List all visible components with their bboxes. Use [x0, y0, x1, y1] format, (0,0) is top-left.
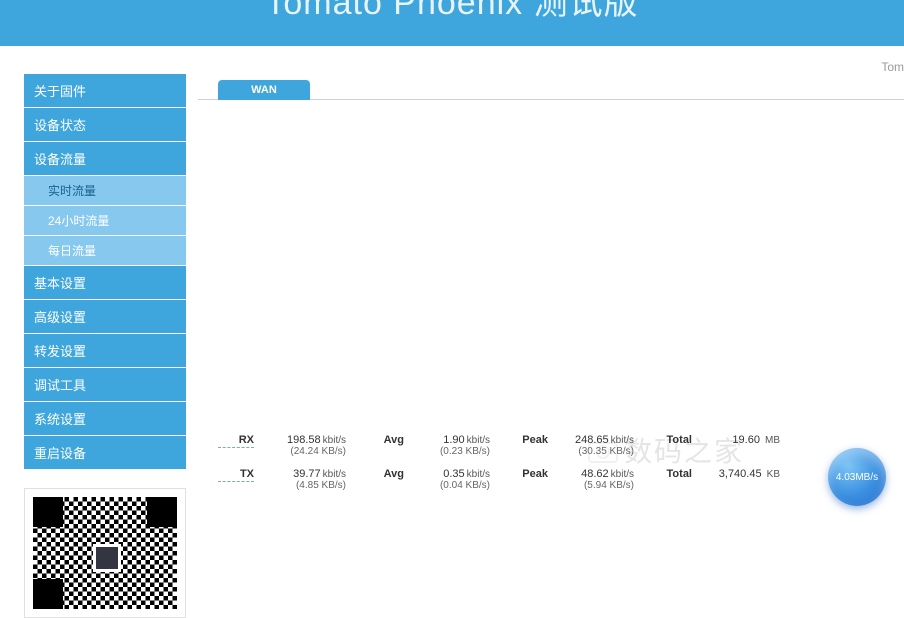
- sidebar-item-system[interactable]: 系统设置: [24, 402, 186, 436]
- sidebar-item-status[interactable]: 设备状态: [24, 108, 186, 142]
- traffic-chart: [218, 100, 894, 422]
- stats-table: RX 198.58kbit/s (24.24 KB/s) Avg 1.90kbi…: [218, 434, 894, 502]
- page-header: Tomato Phoenix 测试版: [0, 0, 904, 46]
- qr-code-box: [24, 488, 186, 618]
- sidebar-item-about[interactable]: 关于固件: [24, 74, 186, 108]
- sidebar-sub-daily[interactable]: 每日流量: [24, 236, 186, 266]
- tx-avg-label: Avg: [360, 468, 404, 480]
- rx-rate: 198.58kbit/s (24.24 KB/s): [266, 434, 346, 457]
- rx-avg-label: Avg: [360, 434, 404, 446]
- rx-label: RX: [218, 434, 254, 448]
- sidebar-item-traffic[interactable]: 设备流量: [24, 142, 186, 176]
- stats-row-tx: TX 39.77kbit/s (4.85 KB/s) Avg 0.35kbit/…: [218, 468, 894, 502]
- sidebar: 关于固件 设备状态 设备流量 实时流量 24小时流量 每日流量 基本设置 高级设…: [24, 74, 186, 618]
- tx-total: 3,740.45 KB: [698, 468, 780, 480]
- sidebar-sub-realtime[interactable]: 实时流量: [24, 176, 186, 206]
- speed-bubble[interactable]: 4.03MB/s: [828, 448, 886, 506]
- rx-total-label: Total: [648, 434, 692, 446]
- stats-row-rx: RX 198.58kbit/s (24.24 KB/s) Avg 1.90kbi…: [218, 434, 894, 468]
- tx-peak: 48.62kbit/s (5.94 KB/s): [554, 468, 634, 491]
- page-title: Tomato Phoenix 测试版: [265, 0, 638, 22]
- tx-rate: 39.77kbit/s (4.85 KB/s): [266, 468, 346, 491]
- sidebar-item-advanced[interactable]: 高级设置: [24, 300, 186, 334]
- tx-avg: 0.35kbit/s (0.04 KB/s): [410, 468, 490, 491]
- sidebar-sub-24h[interactable]: 24小时流量: [24, 206, 186, 236]
- rx-peak-label: Peak: [504, 434, 548, 446]
- rx-avg: 1.90kbit/s (0.23 KB/s): [410, 434, 490, 457]
- rx-peak: 248.65kbit/s (30.35 KB/s): [554, 434, 634, 457]
- top-right-label: Tom: [881, 60, 904, 74]
- qr-code: [33, 497, 177, 609]
- sidebar-item-basic[interactable]: 基本设置: [24, 266, 186, 300]
- tx-total-label: Total: [648, 468, 692, 480]
- speed-bubble-text: 4.03MB/s: [836, 472, 878, 483]
- tx-label: TX: [218, 468, 254, 482]
- sidebar-item-debug[interactable]: 调试工具: [24, 368, 186, 402]
- rx-total: 19.60 MB: [698, 434, 780, 446]
- sidebar-item-reboot[interactable]: 重启设备: [24, 436, 186, 470]
- tab-wan[interactable]: WAN: [218, 80, 310, 100]
- tab-row: WAN: [198, 80, 904, 100]
- tx-peak-label: Peak: [504, 468, 548, 480]
- sidebar-item-forward[interactable]: 转发设置: [24, 334, 186, 368]
